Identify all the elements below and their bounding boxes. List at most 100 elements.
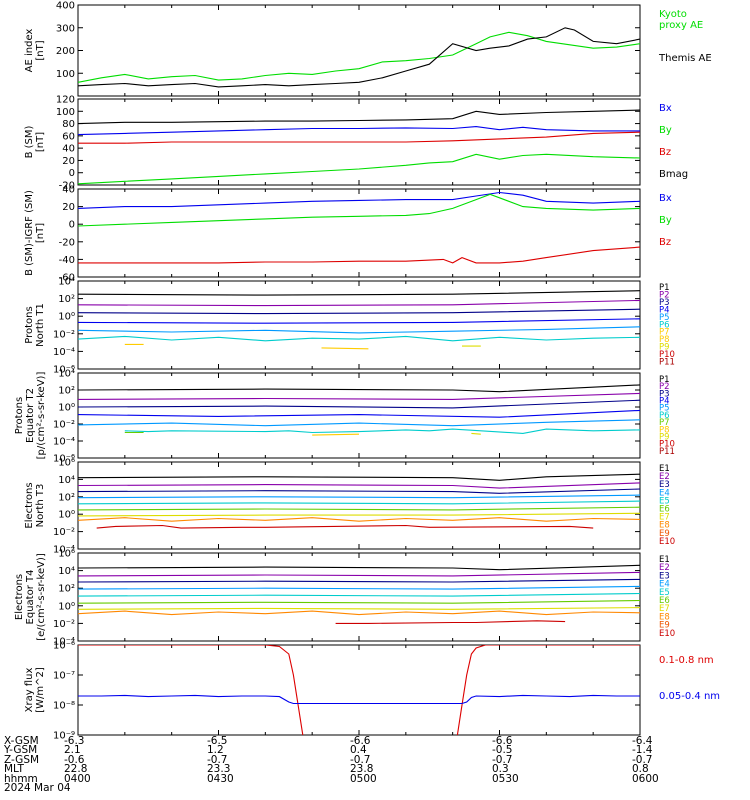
y-tick-label: 300 [56, 23, 75, 34]
series-e5 [78, 500, 640, 505]
y-tick-label: 20 [62, 202, 75, 213]
legend-e6: E6 [659, 505, 670, 515]
y-tick-label: 80 [62, 119, 75, 130]
y-tick-label: 10⁰ [58, 403, 75, 414]
series-p5 [78, 326, 640, 334]
panel-frame [77, 644, 641, 736]
y-tick-label: 200 [56, 46, 75, 57]
panel-7: 10⁻⁹ 10⁻⁸ 10⁻⁷ 10⁻⁶ Xray flux [W/m^2] 0.1-0.8 … [24, 641, 720, 742]
y-tick-label: 10⁰ [58, 601, 75, 612]
legend-p1: P1 [659, 283, 670, 293]
panel-4: 10⁻⁶ 10⁻⁴ 10⁻² 10⁰ 10² 10⁴ Protons Equator T2 [p… [14, 369, 675, 465]
y-axis-label: [p/(cm²-s-sr-keV)] [36, 372, 47, 460]
legend-bmag: Bmag [659, 169, 688, 180]
y-tick-label: -20 [59, 181, 75, 192]
y-axis-label: Electrons [24, 482, 35, 528]
mlt-value: 23.3 [207, 763, 231, 776]
legend-p2: P2 [659, 382, 670, 392]
legend-e7: E7 [659, 604, 670, 614]
series-p3 [78, 308, 640, 315]
series-e4 [78, 494, 640, 499]
legend-e6: E6 [659, 596, 670, 606]
y-tick-label: 10⁻⁴ [53, 637, 75, 648]
label-x-gsm: X-GSM [4, 735, 39, 747]
series-p4 [78, 409, 640, 418]
y-tick-label: 100 [56, 69, 75, 80]
legend-p7: P7 [659, 328, 670, 338]
series-e10 [335, 620, 566, 624]
z-gsm-value: -0.7 [492, 753, 513, 766]
y-tick-label: 10⁻⁴ [53, 347, 75, 358]
y-gsm-value: 0.4 [350, 744, 367, 757]
label-hhmm: hhmm [4, 772, 38, 785]
legend-p3: P3 [659, 389, 670, 399]
label-y-gsm: Y-GSM [4, 744, 38, 757]
legend-bx: Bx [659, 103, 672, 114]
series-p1 [78, 290, 640, 296]
legend-e9: E9 [659, 621, 670, 631]
y-axis-label: Protons [14, 397, 25, 434]
legend-by: By [659, 215, 672, 226]
series-bz [78, 131, 640, 144]
z-gsm-value: -0.6 [64, 753, 85, 766]
mlt-value: 22.8 [64, 763, 88, 776]
legend-p11: P11 [659, 447, 675, 457]
mlt-value: 0.3 [492, 763, 509, 776]
y-tick-label: 10⁻² [53, 329, 75, 340]
legend-p9: P9 [659, 432, 670, 442]
legend-p10: P10 [659, 350, 675, 360]
y-tick-label: 10² [58, 584, 75, 595]
legend-p2: P2 [659, 290, 670, 300]
legend-e3: E3 [659, 480, 670, 490]
y-tick-label: 10⁻⁶ [53, 454, 75, 465]
panel-frame [77, 461, 641, 550]
legend-0-1-0-8-nm: 0.1-0.8 nm [659, 655, 714, 666]
series-themis-ae [78, 27, 640, 88]
y-axis-label: Protons [24, 306, 35, 343]
panel-3: 10⁻⁶ 10⁻⁴ 10⁻² 10⁰ 10² 10⁴ Protons North T1 P1P2… [24, 277, 675, 376]
legend-p1: P1 [659, 375, 670, 385]
series-p2 [78, 392, 640, 400]
y-axis-label: Equator T2 [25, 388, 36, 443]
series-e3 [78, 578, 640, 583]
y-tick-label: 10⁴ [58, 566, 75, 577]
legend-e9: E9 [659, 529, 670, 539]
ephemeris-col-0600: -6.4 -1.4 -0.7 0.8 0600 [632, 735, 659, 785]
series-by [78, 153, 640, 185]
y-gsm-value: 2.1 [64, 744, 81, 757]
series-by [78, 193, 640, 227]
ephemeris-row-labels: X-GSM Y-GSM Z-GSM MLT hhmm 2024 Mar 04 [4, 735, 71, 794]
y-tick-label: 10⁻⁴ [53, 437, 75, 448]
series-p5 [78, 419, 640, 427]
y-tick-label: 40 [62, 185, 75, 196]
y-tick-label: -20 [59, 237, 75, 248]
y-tick-label: 120 [56, 95, 75, 106]
y-axis-label: B (SM) [24, 125, 35, 158]
y-tick-label: 10² [58, 294, 75, 305]
y-tick-label: 10⁻⁴ [53, 545, 75, 556]
series-bz [78, 246, 640, 264]
y-axis-label: Xray flux [24, 668, 35, 713]
x-gsm-value: -6.4 [632, 735, 653, 747]
series-e1 [78, 473, 640, 481]
y-tick-label: 10⁶ [58, 458, 75, 469]
y-gsm-value: -1.4 [632, 744, 653, 757]
legend-p4: P4 [659, 397, 670, 407]
legend-p6: P6 [659, 411, 670, 421]
legend-e1: E1 [659, 464, 670, 474]
series-0-05-0-4-nm [78, 694, 640, 705]
y-tick-label: -60 [59, 273, 75, 284]
y-axis-label: Electrons [14, 574, 25, 620]
legend-p10: P10 [659, 440, 675, 450]
label-mlt: MLT [4, 763, 24, 776]
series-e7 [78, 607, 640, 610]
ephemeris-col-0430: -6.5 1.2 -0.7 23.3 0430 [207, 736, 234, 785]
mlt-value: 23.8 [350, 763, 374, 776]
series-e8 [78, 517, 640, 522]
y-axis-label: B (SM)-IGRF (SM) [24, 190, 35, 276]
series-e7 [78, 512, 640, 517]
